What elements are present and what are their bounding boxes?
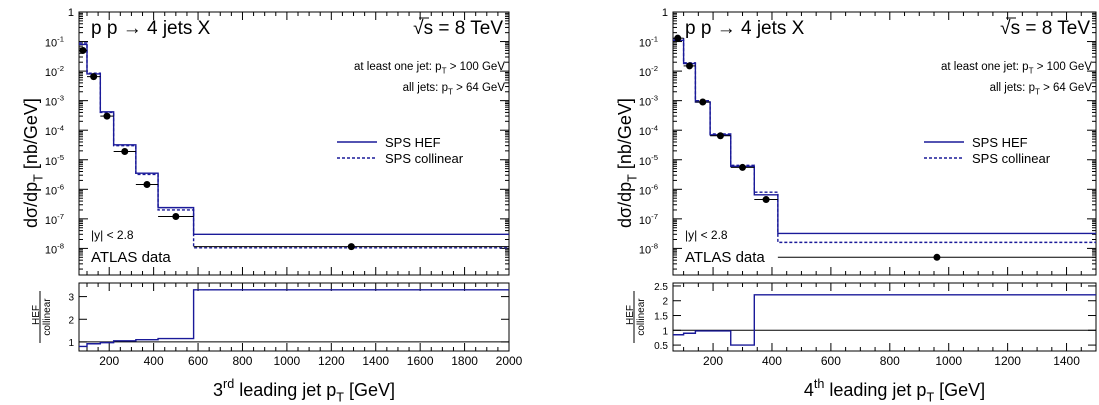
chart-2-x-tick-label: 200	[703, 354, 723, 368]
chart-1-data-label: ATLAS data	[91, 249, 171, 266]
chart-1-legend-collinear-label: SPS collinear	[385, 151, 464, 166]
chart-1-y-tick-label: 10-1	[45, 35, 64, 50]
chart-1-ratio-line	[79, 289, 509, 348]
chart-2-x-tick-label: 1000	[935, 354, 962, 368]
chart-2-ratio-tick-label: 2	[662, 297, 668, 308]
chart-2-x-tick-label: 600	[821, 354, 841, 368]
chart-2-legend-hef-label: SPS HEF	[972, 135, 1028, 150]
chart-1-ratio-label-top: HEF	[31, 305, 42, 325]
chart-2-ratio-frame	[672, 282, 1097, 352]
chart-2-rapidity-label: |y| < 2.8	[685, 228, 728, 242]
chart-1-data-point	[79, 46, 87, 54]
chart-1-data-point	[143, 181, 151, 189]
chart-1-data-point	[347, 243, 355, 251]
chart-1-y-tick-label: 10-2	[45, 64, 64, 79]
chart-2-data-point	[739, 163, 747, 171]
chart-1-data-point	[121, 148, 129, 156]
chart-2-y-axis-title: dσ/dpT [nb/GeV]	[615, 98, 639, 228]
chart-2-y-tick-label: 10-2	[639, 64, 658, 79]
chart-2-ratio-label-bottom: collinear	[636, 298, 647, 336]
chart-2-x-tick-label: 1200	[994, 354, 1021, 368]
chart-1-x-tick-label: 1200	[318, 354, 345, 368]
chart-1-ratio-tick-label: 2	[68, 315, 74, 326]
chart-2-ratio-label-top: HEF	[625, 305, 636, 325]
chart-2-x-tick-label: 1400	[1053, 354, 1080, 368]
chart-2-data-point	[933, 253, 941, 261]
chart-1-y-axis-title: dσ/dpT [nb/GeV]	[21, 98, 45, 228]
chart-1-data-point	[90, 73, 98, 81]
chart-2-data-label: ATLAS data	[685, 249, 765, 266]
chart-1-data-point	[172, 213, 180, 221]
chart-1-x-tick-label: 2000	[496, 354, 523, 368]
chart-2-legend-collinear-label: SPS collinear	[972, 151, 1051, 166]
chart-2-ratio-tick-label: 1	[662, 326, 668, 337]
chart-2-ratio-tick-label: 2.5	[654, 282, 668, 293]
chart-2-ratio-tick-label: 1.5	[654, 312, 668, 323]
chart-2-data-point	[762, 196, 770, 204]
chart-1-energy-label: √s = 8 TeV	[413, 18, 503, 39]
chart-1-x-tick-label: 1600	[407, 354, 434, 368]
chart-2-y-tick-label: 10-4	[639, 123, 659, 138]
chart-1-x-axis-title: 3rd leading jet pT [GeV]	[213, 377, 395, 405]
chart-1-ratio-label-bottom: collinear	[42, 298, 53, 336]
chart-1-x-tick-label: 1400	[362, 354, 389, 368]
chart-2-y-tick-label: 10-8	[639, 241, 658, 256]
chart-2-x-tick-label: 400	[762, 354, 782, 368]
chart-1-ratio-tick-label: 1	[68, 338, 74, 349]
chart-2-energy-label: √s = 8 TeV	[1000, 18, 1090, 39]
chart-1-ratio-frame	[78, 282, 510, 352]
chart-2-y-tick-label: 10-6	[639, 182, 658, 197]
chart-1-y-tick-label: 10-7	[45, 212, 64, 227]
chart-1-rapidity-label: |y| < 2.8	[91, 228, 134, 242]
chart-2-x-tick-label: 800	[880, 354, 900, 368]
chart-2-data-point	[699, 98, 707, 106]
chart-2-y-tick-label: 10-5	[639, 153, 658, 168]
chart-1-process-label: p p → 4 jets X	[91, 18, 211, 39]
chart-1-x-tick-label: 600	[188, 354, 208, 368]
chart-1-y-tick-label: 1	[68, 7, 74, 19]
chart-1-data-point	[103, 112, 111, 120]
chart-2-y-tick-label: 10-3	[639, 94, 658, 109]
chart-1-y-tick-label: 10-6	[45, 182, 64, 197]
chart-1-series-hef-line	[79, 43, 509, 236]
chart-1-main-frame	[78, 11, 510, 276]
chart-1-cut-one-label: at least one jet: pT > 100 GeV	[354, 61, 505, 75]
chart-2-main-frame	[672, 11, 1097, 276]
chart-2-ratio-line	[673, 294, 1096, 346]
chart-1-x-tick-label: 200	[99, 354, 119, 368]
chart-1-cut-all-label: all jets: pT > 64 GeV	[403, 82, 506, 96]
chart-2-data-point	[674, 34, 682, 42]
chart-1-y-tick-label: 10-5	[45, 153, 64, 168]
chart-2-x-axis-title: 4th leading jet pT [GeV]	[804, 377, 985, 405]
chart-1-x-tick-label: 1000	[274, 354, 301, 368]
chart-2-data-point	[716, 132, 724, 140]
chart-1-y-tick-label: 10-4	[45, 123, 65, 138]
chart-2-ratio-tick-label: 0.5	[654, 341, 668, 352]
chart-1-legend-hef-label: SPS HEF	[385, 135, 441, 150]
chart-2-y-tick-label: 10-1	[639, 35, 658, 50]
chart-1-ratio-tick-label: 3	[68, 293, 74, 304]
chart-1-y-tick-label: 10-3	[45, 94, 64, 109]
chart-2-cut-one-label: at least one jet: pT > 100 GeV	[941, 61, 1092, 75]
chart-1-x-tick-label: 1800	[451, 354, 478, 368]
chart-1-x-tick-label: 800	[232, 354, 252, 368]
chart-2-process-label: p p → 4 jets X	[685, 18, 805, 39]
chart-2-y-tick-label: 10-7	[639, 212, 658, 227]
chart-1-y-tick-label: 10-8	[45, 241, 64, 256]
chart-1-series-collinear-line	[79, 42, 509, 249]
chart-2-cut-all-label: all jets: pT > 64 GeV	[990, 82, 1093, 96]
chart-2-data-point	[685, 62, 693, 70]
chart-2-y-tick-label: 1	[662, 7, 668, 19]
chart-1-x-tick-label: 400	[144, 354, 164, 368]
